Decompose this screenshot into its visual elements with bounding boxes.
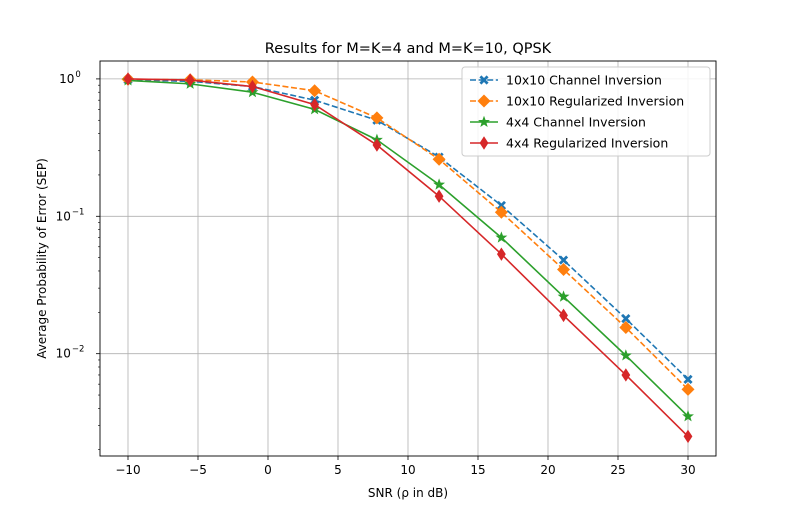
legend-box bbox=[461, 66, 711, 157]
legend-label: 4x4 Regularized Inversion bbox=[506, 136, 668, 151]
x-tick-label: 20 bbox=[540, 463, 555, 477]
y-tick-exponent: −2 bbox=[72, 345, 85, 355]
data-point-marker bbox=[432, 152, 446, 166]
data-point-marker bbox=[682, 410, 694, 422]
series-line bbox=[127, 78, 689, 390]
data-point-marker bbox=[558, 255, 569, 265]
series-layer bbox=[121, 72, 695, 444]
data-point-marker bbox=[619, 321, 633, 335]
data-point-marker bbox=[308, 84, 322, 98]
legend-entry: 10x10 Channel Inversion bbox=[470, 73, 662, 88]
data-point-marker bbox=[621, 314, 631, 324]
y-axis-label: Average Probability of Error (SEP) bbox=[35, 158, 49, 359]
x-tick-label: −10 bbox=[115, 463, 140, 477]
data-point-marker bbox=[370, 111, 384, 125]
x-tick-label: 30 bbox=[680, 463, 695, 477]
legend: 10x10 Channel Inversion 10x10 Regularized… bbox=[461, 66, 711, 157]
x-tick-label: 5 bbox=[334, 463, 342, 477]
series-line bbox=[127, 79, 689, 417]
data-point-marker bbox=[496, 200, 506, 211]
data-point-marker bbox=[478, 115, 490, 128]
chart-title: Results for M=K=4 and M=K=10, QPSK bbox=[265, 41, 552, 57]
legend-entry: 4x4 Channel Inversion bbox=[470, 115, 646, 130]
data-point-marker bbox=[434, 189, 444, 203]
data-point-marker bbox=[433, 178, 446, 190]
data-point-marker bbox=[559, 308, 568, 323]
legend-label: 10x10 Regularized Inversion bbox=[506, 94, 684, 109]
legend-label: 4x4 Channel Inversion bbox=[506, 115, 646, 130]
data-point-marker bbox=[372, 138, 382, 152]
data-point-marker bbox=[557, 262, 571, 277]
x-axis-label: SNR (ρ in dB) bbox=[368, 486, 448, 500]
series-line bbox=[127, 78, 689, 437]
data-point-marker bbox=[477, 94, 491, 108]
series-line bbox=[127, 79, 689, 380]
data-point-marker bbox=[479, 75, 489, 85]
data-point-marker bbox=[479, 136, 489, 150]
data-point-marker bbox=[248, 79, 257, 94]
x-tick-label: 0 bbox=[264, 463, 272, 477]
data-point-marker bbox=[494, 205, 508, 219]
data-point-marker bbox=[557, 290, 570, 302]
x-tick-label: 15 bbox=[470, 463, 485, 477]
data-point-marker bbox=[683, 429, 693, 444]
legend-entry: 4x4 Regularized Inversion bbox=[470, 136, 668, 151]
x-tick-label: −5 bbox=[189, 463, 207, 477]
data-point-marker bbox=[310, 97, 320, 112]
data-point-marker bbox=[185, 73, 195, 87]
y-tick-exponent: −1 bbox=[72, 207, 85, 217]
data-point-marker bbox=[123, 72, 133, 86]
data-point-marker bbox=[683, 374, 693, 384]
legend-entry: 10x10 Regularized Inversion bbox=[470, 94, 684, 109]
data-point-marker bbox=[619, 349, 632, 361]
data-point-marker bbox=[496, 247, 506, 261]
data-point-marker bbox=[681, 382, 695, 396]
data-point-marker bbox=[495, 231, 508, 243]
legend-label: 10x10 Channel Inversion bbox=[506, 73, 662, 88]
y-tick-exponent: 0 bbox=[75, 70, 80, 80]
data-point-marker bbox=[621, 368, 631, 382]
series-4 bbox=[123, 72, 693, 444]
x-tick-label: 10 bbox=[400, 463, 415, 477]
x-tick-label: 25 bbox=[610, 463, 625, 477]
